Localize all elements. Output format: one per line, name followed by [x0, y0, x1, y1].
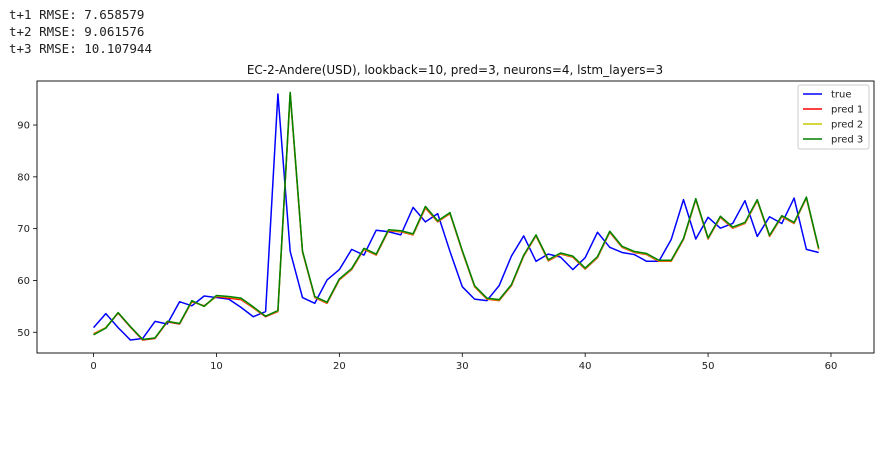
x-tick-label: 30 — [456, 361, 469, 372]
legend-label: pred 3 — [831, 135, 863, 146]
y-tick-label: 80 — [17, 172, 30, 183]
legend-box — [797, 84, 870, 150]
y-tick-label: 70 — [17, 224, 30, 235]
x-tick-label: 60 — [825, 361, 838, 372]
series-line-pred-2 — [93, 92, 820, 341]
rmse-line-t3: t+3 RMSE: 10.107944 — [9, 41, 152, 56]
series-line-pred-1 — [93, 93, 820, 341]
legend-label: pred 2 — [831, 120, 863, 131]
legend: true pred 1 pred 2 pred 3 — [797, 84, 870, 150]
rmse-line-t2: t+2 RMSE: 9.061576 — [9, 24, 145, 39]
cell-output-text: t+1 RMSE: 7.658579 t+2 RMSE: 9.061576 t+… — [9, 6, 152, 57]
rmse-line-t1: t+1 RMSE: 7.658579 — [9, 7, 145, 22]
y-tick-label: 60 — [17, 276, 30, 287]
y-tick-label: 50 — [17, 328, 30, 339]
chart-title: EC-2-Andere(USD), lookback=10, pred=3, n… — [247, 63, 663, 77]
plot-area — [92, 91, 820, 341]
axes-frame — [36, 80, 875, 354]
x-tick-label: 20 — [333, 361, 346, 372]
series-line-pred-3 — [93, 91, 820, 341]
series-line-true — [92, 93, 819, 341]
y-tick-label: 90 — [17, 121, 30, 132]
x-tick-label: 40 — [579, 361, 592, 372]
axes: 0 10 20 30 40 50 60 50 60 70 80 90 — [17, 121, 837, 372]
legend-label: true — [831, 90, 852, 101]
x-tick-label: 0 — [90, 361, 96, 372]
x-tick-label: 10 — [210, 361, 223, 372]
legend-label: pred 1 — [831, 105, 863, 116]
x-tick-label: 50 — [702, 361, 715, 372]
